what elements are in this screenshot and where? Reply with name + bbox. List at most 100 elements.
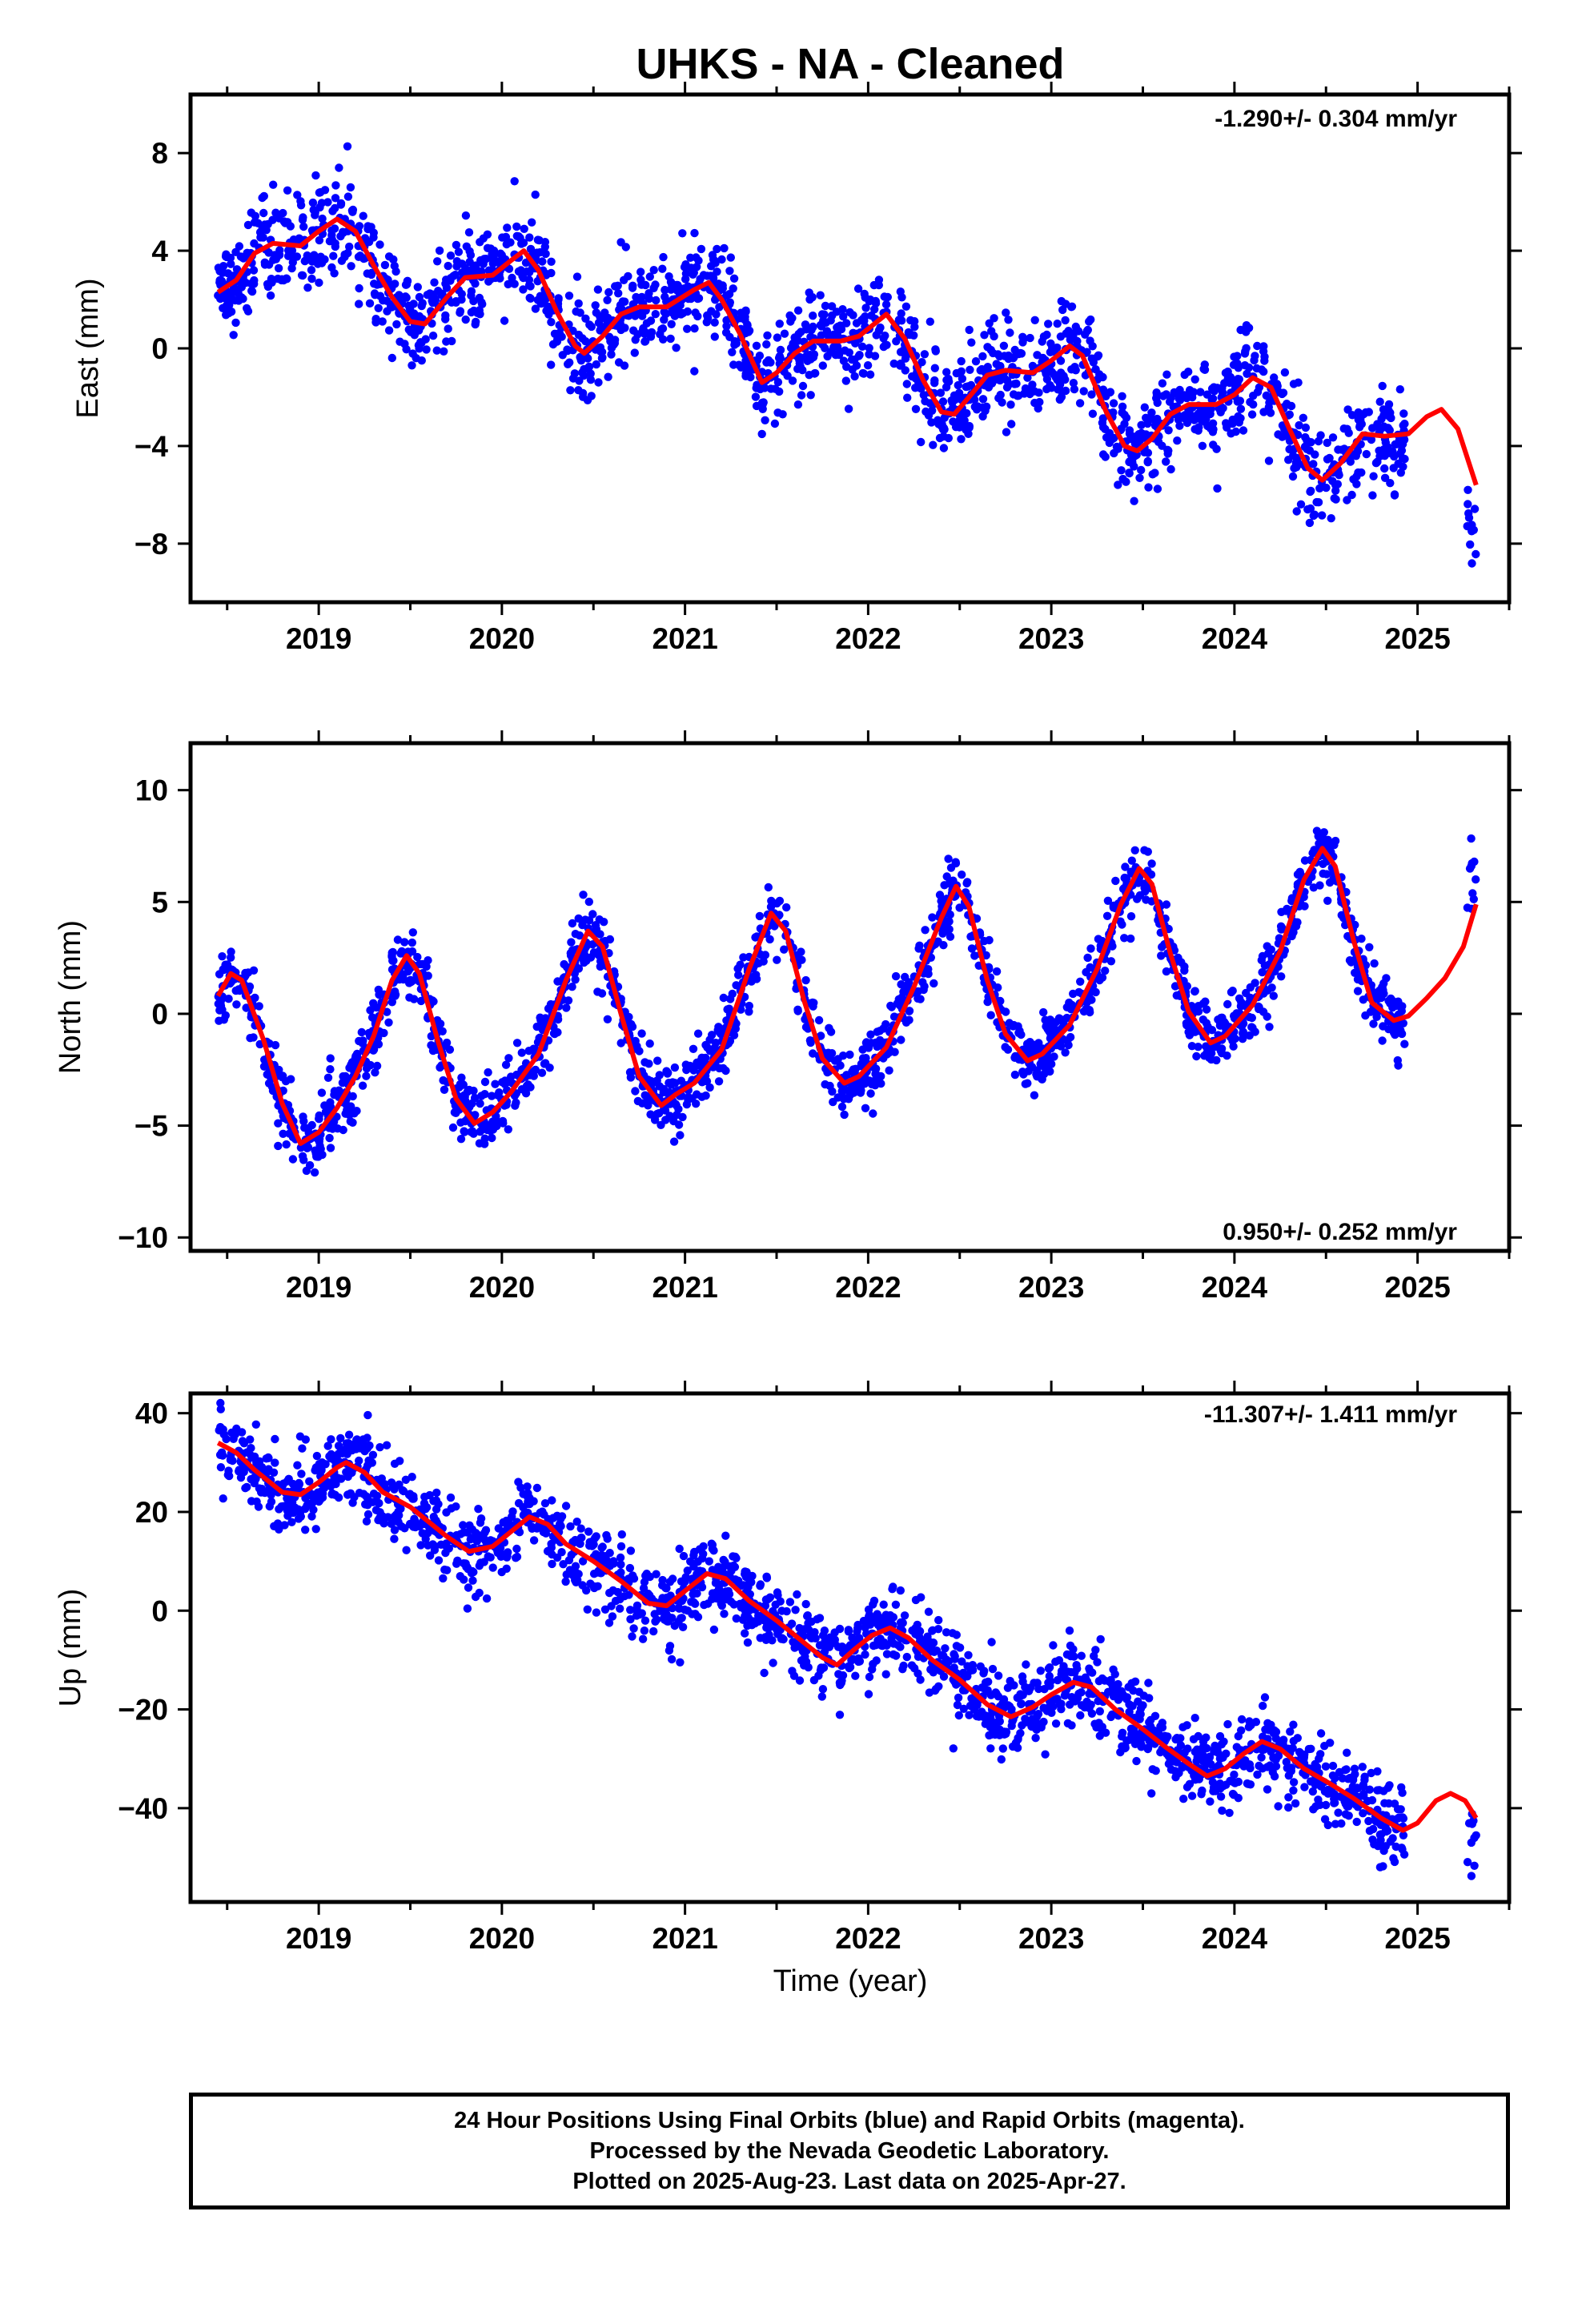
data-point <box>1247 410 1257 419</box>
data-point <box>671 1100 681 1108</box>
data-point <box>1079 1007 1089 1016</box>
data-point <box>857 342 867 351</box>
data-point <box>1184 368 1193 376</box>
data-point <box>1353 447 1363 456</box>
y-axis-label: East (mm) <box>71 278 105 418</box>
data-point <box>250 275 259 285</box>
data-point <box>616 1553 625 1562</box>
data-point <box>1049 1641 1058 1650</box>
data-point <box>482 1594 492 1603</box>
data-point <box>326 1065 335 1074</box>
data-point <box>465 1102 474 1111</box>
data-point <box>1137 420 1146 429</box>
data-point <box>367 1013 377 1022</box>
data-point <box>246 1034 255 1043</box>
data-point <box>586 369 595 378</box>
data-point <box>596 347 605 356</box>
data-point <box>283 251 293 260</box>
data-point <box>303 283 312 292</box>
data-point <box>446 251 456 260</box>
data-point <box>1472 549 1480 559</box>
data-point <box>701 1053 710 1063</box>
data-point <box>881 1670 890 1679</box>
data-point <box>677 1076 686 1085</box>
data-point <box>841 376 851 385</box>
data-point <box>661 309 670 319</box>
data-point <box>833 323 841 332</box>
data-point <box>881 300 891 309</box>
data-point <box>658 324 668 333</box>
data-point <box>675 1544 684 1554</box>
data-point <box>667 1655 677 1664</box>
data-point <box>250 239 259 248</box>
data-point <box>400 938 409 947</box>
data-point <box>1237 1715 1247 1724</box>
data-point <box>780 945 789 954</box>
data-point <box>465 257 474 267</box>
data-point <box>1227 987 1236 997</box>
data-point <box>1122 413 1131 422</box>
data-point <box>687 263 696 272</box>
data-point <box>897 1035 905 1044</box>
data-point <box>1472 875 1480 884</box>
data-point <box>833 1093 842 1102</box>
data-point <box>1175 421 1184 430</box>
data-point <box>1258 967 1267 977</box>
data-point <box>690 228 699 238</box>
data-point <box>915 941 924 951</box>
data-point <box>522 1081 532 1091</box>
data-point <box>834 350 844 360</box>
data-point <box>773 955 781 964</box>
data-point <box>341 1072 350 1081</box>
data-point <box>371 1068 379 1077</box>
data-point <box>231 247 240 256</box>
data-point <box>1284 1793 1293 1802</box>
data-point <box>817 310 827 319</box>
data-point <box>1180 966 1189 975</box>
data-point <box>684 282 693 291</box>
data-point <box>777 1606 786 1615</box>
data-point <box>835 1624 845 1634</box>
data-point <box>1464 500 1472 509</box>
data-point <box>1218 1013 1227 1023</box>
data-point <box>594 378 603 387</box>
data-point <box>1365 1785 1375 1794</box>
data-point <box>512 1098 520 1108</box>
data-point <box>544 302 552 311</box>
data-point <box>682 1100 692 1109</box>
x-tick-label: 2021 <box>652 622 717 655</box>
data-point <box>558 351 567 360</box>
data-point <box>645 272 654 281</box>
data-point <box>327 231 336 239</box>
data-point <box>469 1086 478 1096</box>
data-point <box>1327 514 1335 523</box>
data-point <box>1278 389 1287 399</box>
data-point <box>616 1039 625 1047</box>
data-point <box>308 198 318 207</box>
data-point <box>903 393 912 402</box>
data-point <box>881 332 889 340</box>
data-point <box>358 1039 367 1047</box>
data-point <box>1223 1719 1232 1729</box>
data-point <box>1274 1802 1283 1811</box>
data-point <box>363 1433 371 1442</box>
data-point <box>1212 1055 1221 1065</box>
data-point <box>1292 453 1302 463</box>
data-point <box>1384 1024 1393 1034</box>
data-point <box>1247 1013 1257 1023</box>
data-point <box>1110 1670 1119 1679</box>
x-tick-label: 2025 <box>1384 1271 1450 1304</box>
data-point <box>721 328 731 337</box>
data-point <box>562 1003 571 1012</box>
data-point <box>984 383 994 392</box>
data-point <box>699 271 709 279</box>
data-point <box>729 360 738 369</box>
data-point <box>1233 352 1242 360</box>
data-point <box>1247 1023 1256 1031</box>
data-point <box>1292 507 1301 516</box>
data-point <box>488 1133 496 1143</box>
data-point <box>456 1135 466 1144</box>
data-point <box>1283 904 1291 914</box>
data-point <box>1280 368 1290 377</box>
data-point <box>1135 473 1144 482</box>
